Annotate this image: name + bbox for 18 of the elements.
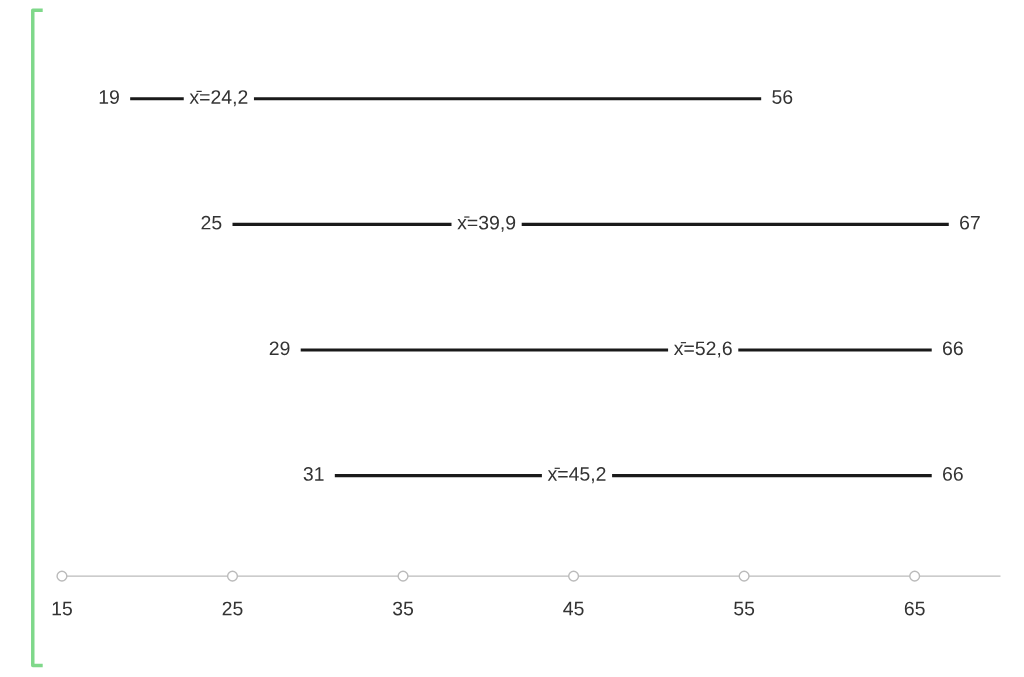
annotation: x̄=45,2 [547,467,606,484]
annotation: 66 [943,341,963,356]
x-tick-label: 55 [734,601,755,616]
x-tick-label: 25 [222,601,243,616]
annotation: x̄=39,9 [457,215,516,232]
x-tick-label: 35 [392,601,414,616]
x-tick-label: 15 [52,601,72,616]
annotation: 25 [201,215,222,230]
annotation: 31 [303,467,324,481]
annotation: 66 [943,467,963,481]
annotation: 29 [269,341,290,356]
annotation: x̄=52,6 [673,341,732,358]
annotation: 56 [772,90,793,104]
annotation: 67 [960,215,980,230]
x-tick-label: 65 [904,601,925,616]
x-tick-label: 45 [563,601,584,616]
annotation: 19 [99,90,119,104]
annotation: x̄=24,2 [189,90,248,107]
